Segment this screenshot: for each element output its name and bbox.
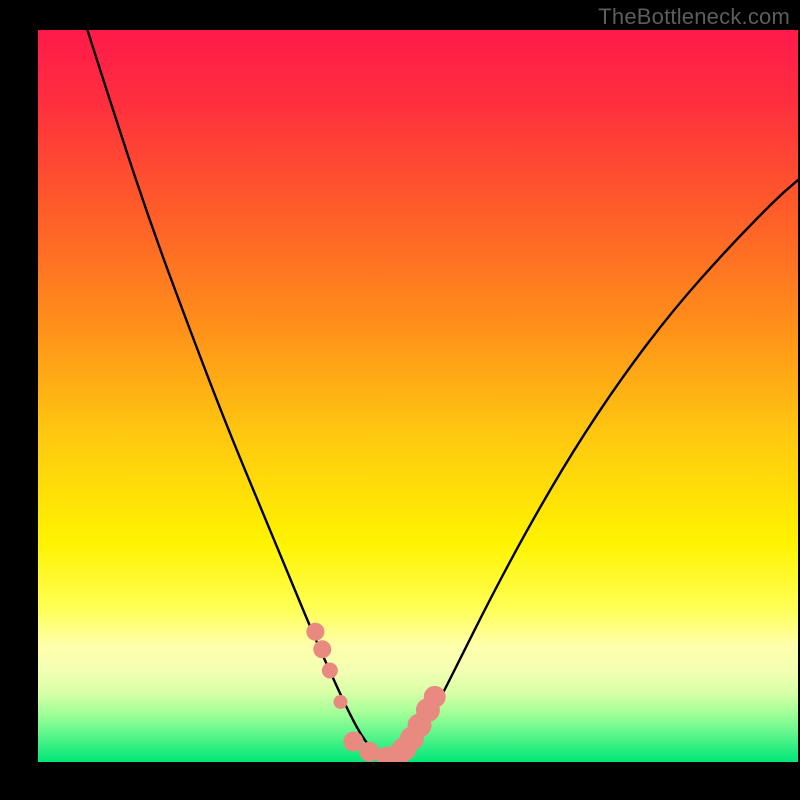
plot-area bbox=[38, 30, 798, 762]
watermark-text: TheBottleneck.com bbox=[598, 4, 790, 30]
marker-left bbox=[306, 623, 324, 641]
left-curve bbox=[87, 30, 384, 760]
chart-svg bbox=[38, 30, 798, 762]
marker-left bbox=[322, 663, 338, 679]
marker-left bbox=[313, 640, 331, 658]
marker-left bbox=[333, 695, 347, 709]
right-curve bbox=[397, 180, 798, 760]
marker-right bbox=[424, 686, 446, 708]
